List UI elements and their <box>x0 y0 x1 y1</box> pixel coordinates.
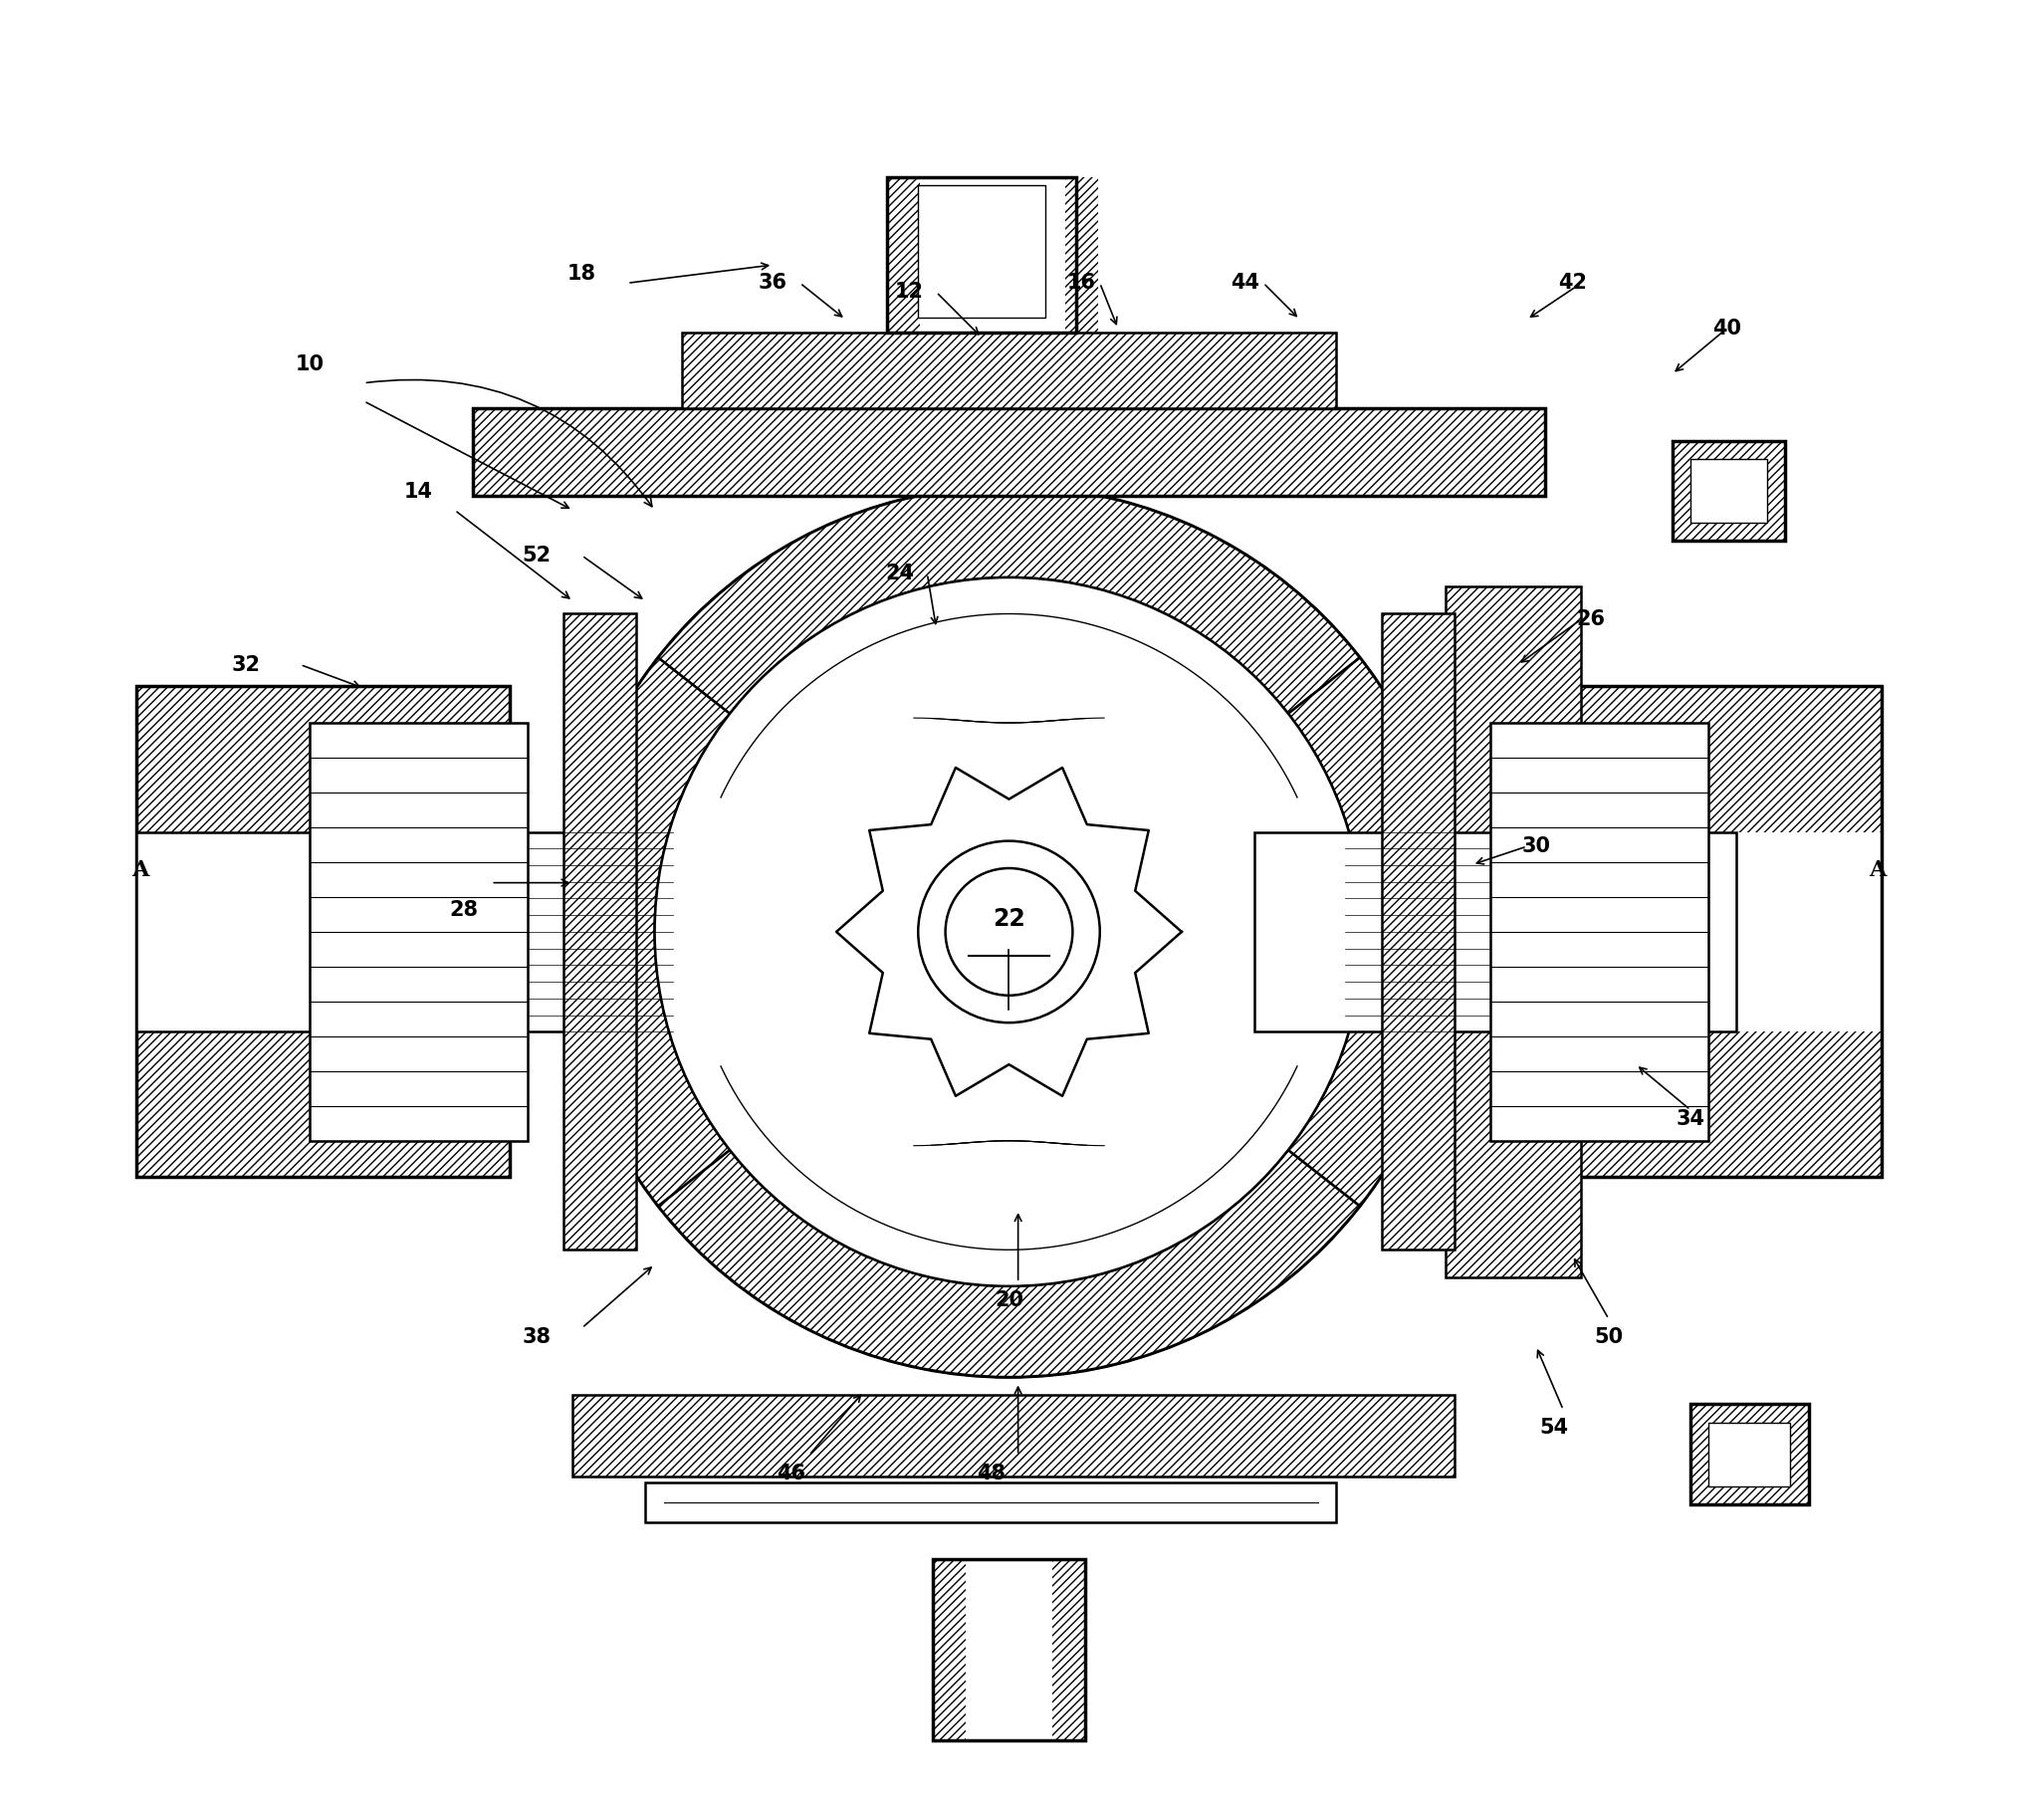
Bar <box>1255 832 1735 1032</box>
Text: 52: 52 <box>523 546 551 566</box>
Bar <box>1691 459 1766 522</box>
Bar <box>1445 586 1582 1278</box>
Bar <box>1491 723 1709 1141</box>
Text: 40: 40 <box>1713 318 1742 339</box>
Bar <box>573 1396 1455 1478</box>
Circle shape <box>654 577 1364 1287</box>
Bar <box>563 613 636 1250</box>
Text: 24: 24 <box>886 564 914 584</box>
Polygon shape <box>835 768 1183 1096</box>
Bar <box>1509 686 1881 832</box>
Bar <box>1509 686 1881 1178</box>
Text: A: A <box>131 859 149 881</box>
Bar <box>1691 1405 1808 1505</box>
Bar <box>1673 440 1784 541</box>
Text: 32: 32 <box>232 655 260 675</box>
Bar <box>1382 613 1455 1250</box>
Bar <box>573 1396 1455 1478</box>
Text: 20: 20 <box>995 1290 1023 1310</box>
Bar <box>1509 1032 1881 1178</box>
Text: 50: 50 <box>1594 1327 1622 1347</box>
Text: 36: 36 <box>759 273 787 293</box>
Circle shape <box>563 486 1455 1378</box>
Bar <box>137 686 509 832</box>
Bar <box>1382 613 1455 1250</box>
Bar <box>888 178 920 331</box>
Text: 54: 54 <box>1540 1418 1568 1438</box>
Text: 46: 46 <box>777 1463 805 1483</box>
Wedge shape <box>1287 657 1455 1207</box>
Bar <box>932 1558 965 1740</box>
Text: 48: 48 <box>977 1463 1005 1483</box>
Bar <box>137 1032 509 1178</box>
Bar <box>1053 1558 1086 1740</box>
Text: 26: 26 <box>1576 610 1604 630</box>
Text: 22: 22 <box>993 906 1025 932</box>
Text: 44: 44 <box>1231 273 1259 293</box>
Bar <box>137 832 618 1032</box>
Bar <box>309 723 527 1141</box>
Text: 30: 30 <box>1522 837 1550 857</box>
Bar <box>682 331 1336 408</box>
Text: 12: 12 <box>894 282 924 302</box>
Text: 34: 34 <box>1677 1108 1705 1128</box>
Bar <box>1673 440 1784 541</box>
Bar <box>472 408 1546 495</box>
Bar <box>1066 178 1098 331</box>
Text: 38: 38 <box>523 1327 551 1347</box>
Bar <box>646 1483 1336 1522</box>
Bar <box>682 331 1336 408</box>
Text: 10: 10 <box>295 355 323 375</box>
Text: 16: 16 <box>1068 273 1096 293</box>
Text: A: A <box>1869 859 1887 881</box>
Text: 14: 14 <box>404 482 434 502</box>
Text: 28: 28 <box>450 901 478 919</box>
Text: 42: 42 <box>1558 273 1586 293</box>
Bar <box>1691 1405 1808 1505</box>
Wedge shape <box>658 486 1360 713</box>
Bar <box>932 1558 1086 1740</box>
Bar <box>1709 1423 1790 1487</box>
Bar <box>563 613 636 1250</box>
Text: 18: 18 <box>567 264 597 284</box>
Wedge shape <box>658 1150 1360 1378</box>
Bar <box>1445 586 1582 1278</box>
Bar <box>888 178 1076 331</box>
Bar <box>137 686 509 1178</box>
Bar <box>918 186 1045 317</box>
Bar <box>472 408 1546 495</box>
Wedge shape <box>563 657 731 1207</box>
